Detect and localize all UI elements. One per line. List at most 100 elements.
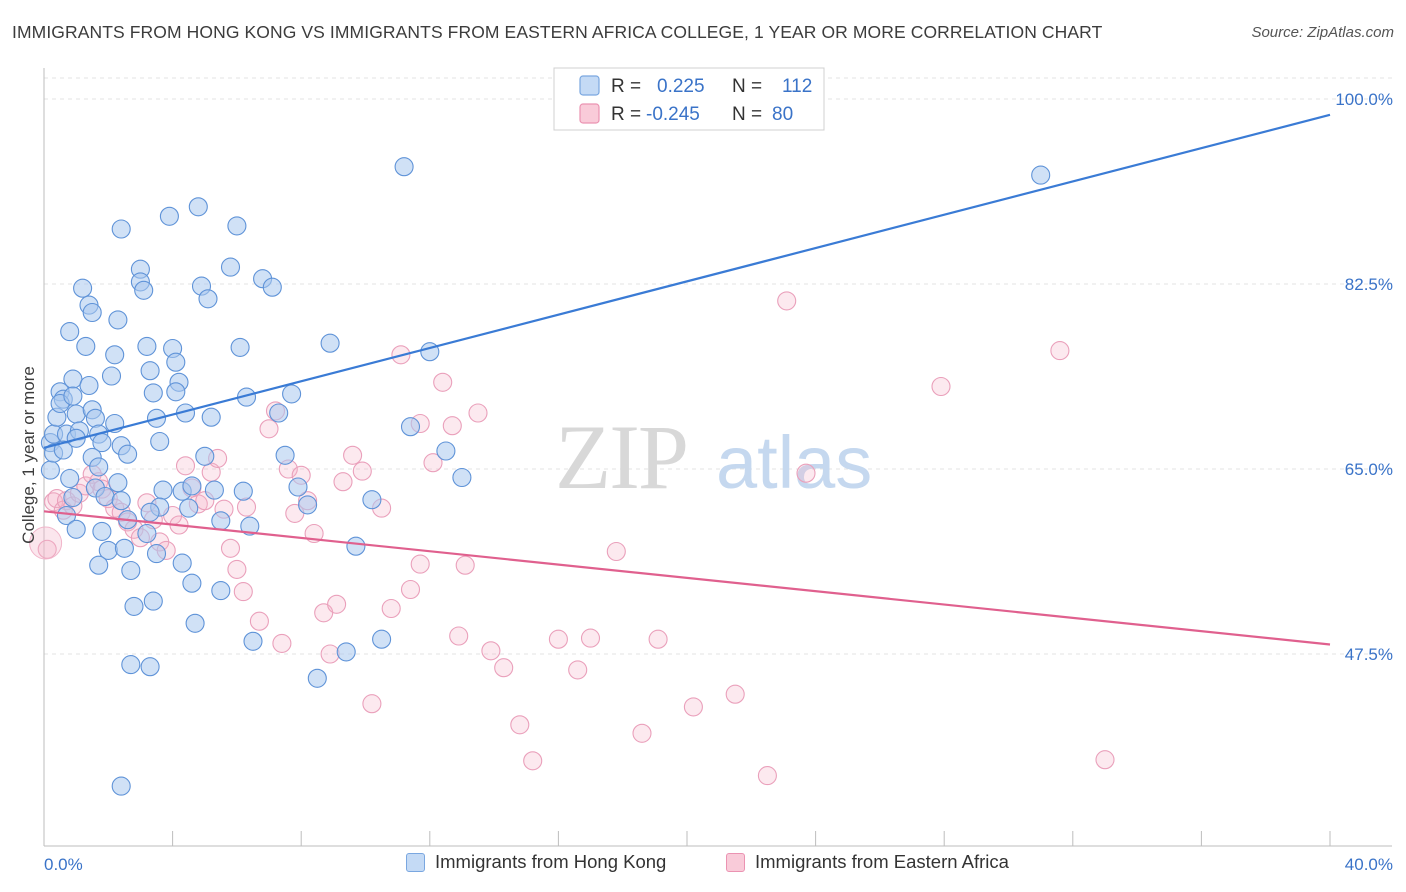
- point-eastern-africa-61: [494, 658, 514, 678]
- point-hong-kong-58: [153, 480, 173, 500]
- point-eastern-africa-55: [423, 453, 443, 473]
- point-hong-kong-87: [230, 337, 250, 357]
- point-hong-kong-79: [198, 289, 218, 309]
- point-hong-kong-24: [79, 375, 99, 396]
- point-hong-kong-60: [140, 502, 160, 522]
- y-tick-label-1: 65.0%: [1345, 460, 1393, 479]
- point-hong-kong-23: [76, 336, 96, 356]
- point-hong-kong-61: [137, 523, 157, 544]
- point-hong-kong-38: [105, 345, 125, 365]
- point-hong-kong-33: [92, 521, 112, 541]
- point-hong-kong-20: [73, 278, 93, 298]
- trend-line-eastern-africa: [43, 510, 1331, 646]
- chart-title: IMMIGRANTS FROM HONG KONG VS IMMIGRANTS …: [12, 22, 1103, 42]
- series-eastern-africa-points: [29, 291, 1115, 786]
- point-hong-kong-10: [60, 322, 80, 342]
- x-tick-label-max: 40.0%: [1345, 855, 1393, 874]
- point-eastern-africa-64: [548, 629, 568, 649]
- point-eastern-africa-76: [1050, 341, 1070, 361]
- point-hong-kong-42: [118, 444, 138, 464]
- point-hong-kong-84: [211, 581, 231, 601]
- point-hong-kong-95: [275, 445, 295, 465]
- series-hong-kong-points: [40, 157, 1051, 796]
- point-eastern-africa-79: [410, 554, 430, 574]
- point-hong-kong-94: [269, 403, 289, 423]
- point-eastern-africa-60: [481, 641, 501, 661]
- point-hong-kong-109: [452, 467, 472, 488]
- bottom-legend: Immigrants from Hong Kong Immigrants fro…: [0, 851, 1406, 877]
- point-hong-kong-54: [140, 361, 160, 381]
- point-hong-kong-11: [63, 369, 83, 389]
- point-hong-kong-13: [66, 404, 86, 424]
- point-eastern-africa-75: [931, 376, 951, 397]
- point-hong-kong-37: [108, 310, 128, 330]
- point-hong-kong-65: [159, 206, 179, 226]
- point-eastern-africa-65: [568, 660, 588, 680]
- point-hong-kong-44: [111, 491, 131, 511]
- point-hong-kong-93: [262, 277, 282, 297]
- legend-swatch-blue: [579, 75, 600, 96]
- point-eastern-africa-46: [333, 472, 353, 492]
- point-hong-kong-67: [166, 352, 186, 372]
- point-hong-kong-81: [195, 446, 215, 466]
- point-eastern-africa-53: [400, 579, 421, 600]
- bottom-legend-label-hong-kong: Immigrants from Hong Kong: [435, 851, 667, 872]
- point-hong-kong-106: [400, 417, 421, 437]
- point-hong-kong-101: [336, 642, 356, 662]
- point-eastern-africa-58: [455, 555, 475, 575]
- point-hong-kong-91: [243, 631, 263, 651]
- point-hong-kong-86: [227, 216, 247, 236]
- bottom-legend-label-eastern-africa: Immigrants from Eastern Africa: [755, 851, 1009, 872]
- legend-r-value-2: -0.245: [646, 104, 700, 125]
- point-hong-kong-80: [201, 407, 221, 427]
- legend-n-label-2: N =: [732, 104, 762, 125]
- point-hong-kong-53: [137, 336, 157, 356]
- point-hong-kong-17: [63, 487, 83, 508]
- point-eastern-africa-68: [632, 723, 652, 743]
- point-eastern-africa-23: [175, 456, 196, 476]
- point-eastern-africa-44: [320, 644, 340, 664]
- point-eastern-africa-71: [725, 684, 745, 704]
- legend-r-label-1: R =: [611, 76, 641, 97]
- point-hong-kong-97: [288, 477, 308, 497]
- y-tick-label-3: 100.0%: [1335, 90, 1393, 109]
- point-eastern-africa-45: [327, 594, 347, 614]
- point-eastern-africa-77: [1095, 750, 1115, 770]
- point-hong-kong-39: [101, 366, 122, 386]
- y-tick-label-2: 82.5%: [1345, 275, 1393, 294]
- watermark-zip: ZIP: [555, 406, 687, 508]
- point-eastern-africa-35: [259, 419, 279, 439]
- point-hong-kong-75: [182, 573, 202, 593]
- point-eastern-africa-72: [757, 766, 777, 786]
- point-hong-kong-77: [188, 197, 208, 217]
- bottom-legend-swatch-blue: [406, 852, 425, 872]
- point-hong-kong-73: [182, 476, 202, 496]
- x-tick-label-min: 0.0%: [44, 855, 83, 874]
- point-hong-kong-99: [307, 668, 327, 688]
- point-eastern-africa-70: [683, 697, 703, 717]
- point-hong-kong-36: [111, 219, 131, 239]
- point-hong-kong-55: [143, 383, 163, 403]
- point-hong-kong-46: [114, 538, 134, 558]
- trend-lines: [43, 113, 1331, 646]
- point-hong-kong-43: [108, 473, 128, 493]
- source-label: Source: ZipAtlas.com: [1251, 24, 1394, 41]
- point-hong-kong-62: [146, 544, 167, 564]
- point-hong-kong-30: [89, 457, 109, 477]
- point-eastern-africa-78: [449, 626, 469, 646]
- point-eastern-africa-63: [523, 751, 543, 771]
- point-hong-kong-22: [82, 302, 102, 323]
- point-hong-kong-16: [60, 468, 80, 489]
- point-eastern-africa-31: [227, 559, 247, 579]
- point-eastern-africa-69: [648, 629, 668, 649]
- axes: [43, 68, 1392, 847]
- point-hong-kong-85: [220, 257, 241, 277]
- legend-n-value-2: 80: [772, 104, 793, 125]
- point-hong-kong-52: [134, 280, 154, 300]
- watermark-atlas: atlas: [716, 421, 872, 504]
- point-hong-kong-6: [40, 460, 60, 480]
- legend-n-label-1: N =: [732, 76, 762, 97]
- point-hong-kong-98: [298, 495, 318, 515]
- y-tick-labels: 47.5% 65.0% 82.5% 100.0%: [1335, 90, 1393, 664]
